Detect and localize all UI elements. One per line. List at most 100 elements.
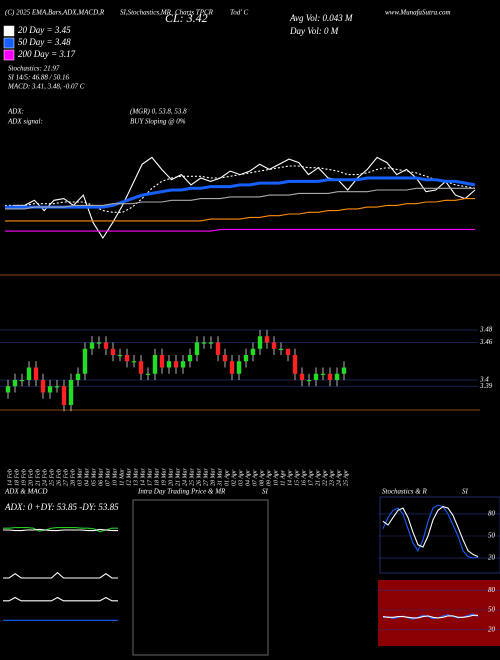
candle-body xyxy=(152,355,158,374)
x-tick-label: 17 Mar xyxy=(147,468,153,486)
candle-body xyxy=(243,355,249,362)
x-tick-label: 08 Apr xyxy=(259,469,265,486)
candle-body xyxy=(215,342,221,355)
candle-body xyxy=(327,373,333,380)
panel-subtitle: SI xyxy=(262,488,269,496)
x-tick-label: 22 Apr xyxy=(322,469,328,486)
candle-body xyxy=(201,342,207,344)
candle-body xyxy=(124,355,130,362)
x-tick-label: 04 Apr xyxy=(244,469,251,486)
candle-body xyxy=(19,380,25,382)
series-line xyxy=(4,156,476,240)
x-tick-label: 13 Mar xyxy=(133,468,139,486)
x-tick-label: 21 Mar xyxy=(175,468,181,486)
candle-body xyxy=(299,373,305,380)
candle-body xyxy=(173,361,179,368)
candle-body xyxy=(131,361,137,363)
x-tick-label: 15 Apr xyxy=(294,469,300,486)
x-tick-label: 11 Mar xyxy=(119,468,125,486)
legend-label: 20 Day = 3.45 xyxy=(18,25,71,35)
x-tick-label: 20 Feb xyxy=(28,469,34,486)
candle-body xyxy=(341,367,347,374)
annotation: BUY Sloping @ 0% xyxy=(130,118,186,126)
x-tick-label: 25 Apr xyxy=(343,469,349,486)
candle-body xyxy=(110,348,116,355)
x-tick-label: 31 Mar xyxy=(217,468,223,487)
series-line xyxy=(5,198,475,222)
header-text: (C) 2025 EMA,Bars,ADX,MACD,R xyxy=(5,9,105,17)
candle-body xyxy=(96,342,102,344)
x-tick-label: 09 Apr xyxy=(266,469,272,486)
x-tick-label: 24 Mar xyxy=(181,468,188,486)
y-tick-label: 50 xyxy=(488,606,496,614)
x-tick-label: 10 Mar xyxy=(112,468,118,486)
annotation: Stochastics: 21.97 xyxy=(8,65,60,73)
x-tick-label: 06 Mar xyxy=(98,468,104,486)
candle-body xyxy=(306,380,312,382)
annotation: ADX: xyxy=(7,108,24,116)
annotation: ADX signal: xyxy=(7,118,43,126)
candle-body xyxy=(54,386,60,388)
candle-body xyxy=(180,361,186,368)
x-tick-label: 21 Feb xyxy=(35,469,41,486)
candle-body xyxy=(68,380,74,405)
x-tick-label: 14 Feb xyxy=(6,469,13,486)
candle-body xyxy=(264,336,270,343)
panel-subtitle: SI xyxy=(462,488,469,496)
candle-body xyxy=(334,373,340,380)
candle-body xyxy=(208,342,214,344)
header-text: www.MunafaSutra.com xyxy=(385,9,451,17)
candle-body xyxy=(236,361,242,374)
candle-body xyxy=(61,386,67,405)
candle-body xyxy=(285,348,291,355)
x-tick-label: 11 Apr xyxy=(280,469,286,486)
x-tick-label: 18 Feb xyxy=(14,469,20,486)
candle-body xyxy=(82,348,88,374)
candle-body xyxy=(292,355,298,374)
annotation: MACD: 3.41, 3.48, -0.07 C xyxy=(7,83,85,91)
candle-body xyxy=(222,355,228,362)
legend-swatch xyxy=(3,25,15,37)
x-tick-label: 19 Feb xyxy=(21,469,27,486)
series-line xyxy=(3,596,118,602)
series-line xyxy=(5,187,475,210)
series-line xyxy=(382,505,479,558)
annotation: (MGR) 0, 53.8, 53.8 xyxy=(130,108,187,116)
legend-swatch xyxy=(3,37,15,49)
x-tick-label: 28 Feb xyxy=(70,469,76,486)
candle-body xyxy=(250,348,256,355)
header-text: Charts TPCR xyxy=(175,9,214,17)
x-tick-label: 03 Apr xyxy=(238,469,244,486)
x-tick-label: 05 Mar xyxy=(91,468,97,486)
x-tick-label: 14 Apr xyxy=(286,469,293,486)
x-tick-label: 21 Apr xyxy=(315,469,321,486)
x-tick-label: 10 Apr xyxy=(273,469,279,486)
series-line xyxy=(5,176,476,209)
x-tick-label: 18 Mar xyxy=(154,468,160,486)
x-tick-label: 03 Mar xyxy=(77,468,83,486)
y-tick-label: 80 xyxy=(488,510,496,518)
candle-body xyxy=(320,373,326,375)
candle-body xyxy=(229,361,235,374)
x-tick-label: 28 Mar xyxy=(210,468,216,486)
x-tick-label: 27 Mar xyxy=(203,468,209,486)
y-tick-label: 20 xyxy=(488,625,496,633)
candle-body xyxy=(12,380,18,387)
annotation: Day Vol: 0 M xyxy=(289,26,339,36)
legend-label: 200 Day = 3.17 xyxy=(18,49,76,59)
candle-body xyxy=(26,367,32,380)
y-tick-label: 3.46 xyxy=(479,338,493,346)
x-tick-label: 25 Mar xyxy=(189,468,195,486)
panel-title: Stochastics & R xyxy=(382,488,427,496)
series-line xyxy=(382,614,478,619)
x-tick-label: 16 Apr xyxy=(301,469,307,486)
x-tick-label: 14 Mar xyxy=(139,468,146,486)
x-tick-label: 17 Apr xyxy=(308,469,314,486)
series-line xyxy=(3,527,118,533)
x-tick-label: 23 Apr xyxy=(329,469,335,486)
y-tick-label: 50 xyxy=(488,532,496,540)
candle-body xyxy=(278,348,284,350)
x-tick-label: 01 Apr xyxy=(224,469,230,486)
x-tick-label: 27 Feb xyxy=(63,469,69,486)
